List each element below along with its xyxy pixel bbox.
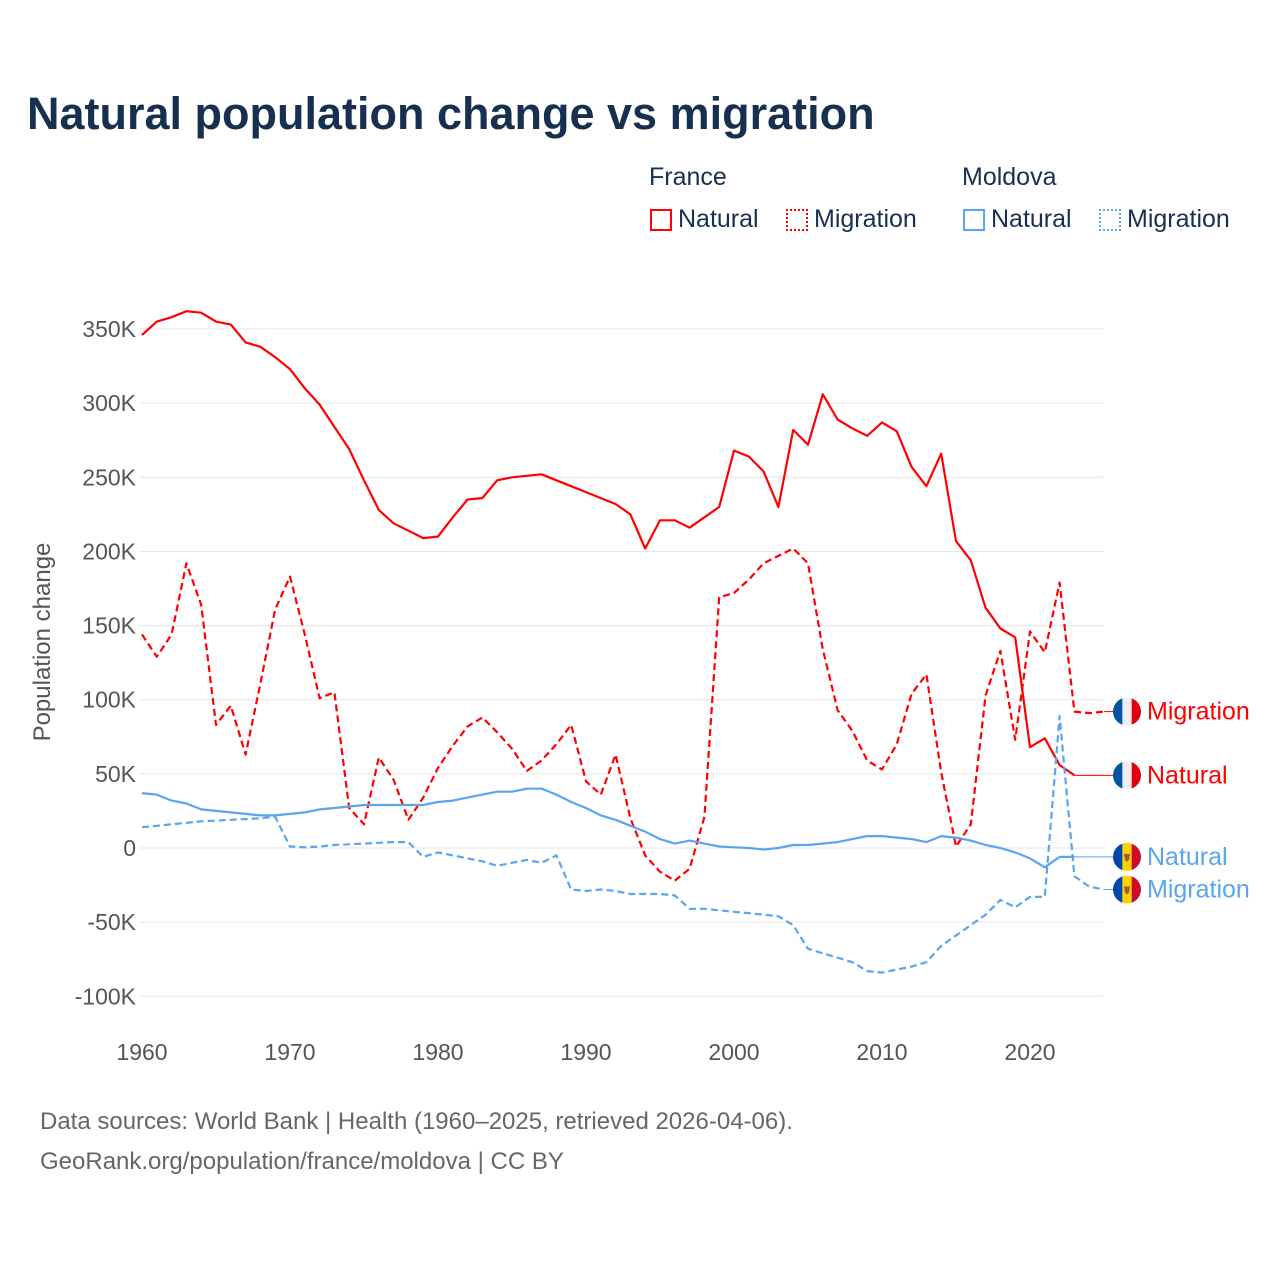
legend-france-migration[interactable]: Migration bbox=[786, 205, 917, 234]
france-flag-icon bbox=[1113, 697, 1141, 726]
y-tick-label: 200K bbox=[82, 538, 136, 564]
x-tick-label: 2010 bbox=[856, 1039, 907, 1065]
solid-swatch-icon bbox=[963, 208, 985, 231]
footer-sources: Data sources: World Bank | Health (1960–… bbox=[40, 1108, 793, 1135]
series-end-label: Migration bbox=[1147, 876, 1250, 904]
x-tick-label: 2020 bbox=[1004, 1039, 1055, 1065]
solid-swatch-icon bbox=[650, 208, 672, 231]
legend-moldova-natural[interactable]: Natural bbox=[963, 205, 1072, 234]
legend-group-france: France bbox=[649, 163, 727, 191]
y-tick-label: 0 bbox=[123, 835, 136, 861]
series-line-moldova-natural bbox=[141, 787, 1075, 869]
y-tick-label: -50K bbox=[87, 909, 136, 935]
y-tick-label: 350K bbox=[82, 316, 136, 342]
y-tick-label: -100K bbox=[75, 983, 137, 1009]
legend-label: Migration bbox=[814, 205, 917, 233]
moldova-flag-icon bbox=[1113, 875, 1141, 904]
dotted-swatch-icon bbox=[786, 208, 808, 231]
x-tick-label: 1970 bbox=[264, 1039, 315, 1065]
dotted-swatch-icon bbox=[1099, 208, 1121, 231]
moldova-flag-icon bbox=[1113, 842, 1141, 871]
series-line-france-migration bbox=[141, 547, 1105, 882]
footer-url[interactable]: GeoRank.org/population/france/moldova | … bbox=[40, 1148, 564, 1175]
legend-label: Natural bbox=[991, 205, 1072, 233]
x-tick-label: 2000 bbox=[708, 1039, 759, 1065]
x-tick-label: 1980 bbox=[412, 1039, 463, 1065]
legend-label: Natural bbox=[678, 205, 759, 233]
x-tick-label: 1960 bbox=[116, 1039, 167, 1065]
legend-moldova-migration[interactable]: Migration bbox=[1099, 205, 1230, 234]
france-flag-icon bbox=[1113, 761, 1141, 790]
x-tick-label: 1990 bbox=[560, 1039, 611, 1065]
y-axis-label: Population change bbox=[29, 543, 56, 742]
legend-group-moldova: Moldova bbox=[962, 163, 1057, 191]
legend-france-natural[interactable]: Natural bbox=[650, 205, 759, 234]
series-line-moldova-migration bbox=[141, 714, 1105, 974]
series-end-label: Migration bbox=[1147, 698, 1250, 726]
series-end-label: Natural bbox=[1147, 761, 1228, 789]
y-tick-label: 150K bbox=[82, 613, 136, 639]
y-tick-label: 300K bbox=[82, 390, 136, 416]
y-tick-label: 50K bbox=[95, 761, 137, 787]
series-line-france-natural bbox=[141, 310, 1076, 777]
series-end-label: Natural bbox=[1147, 843, 1228, 871]
y-tick-label: 250K bbox=[82, 464, 136, 490]
legend-label: Migration bbox=[1127, 205, 1230, 233]
chart-title: Natural population change vs migration bbox=[27, 88, 875, 139]
y-tick-label: 100K bbox=[82, 687, 136, 713]
